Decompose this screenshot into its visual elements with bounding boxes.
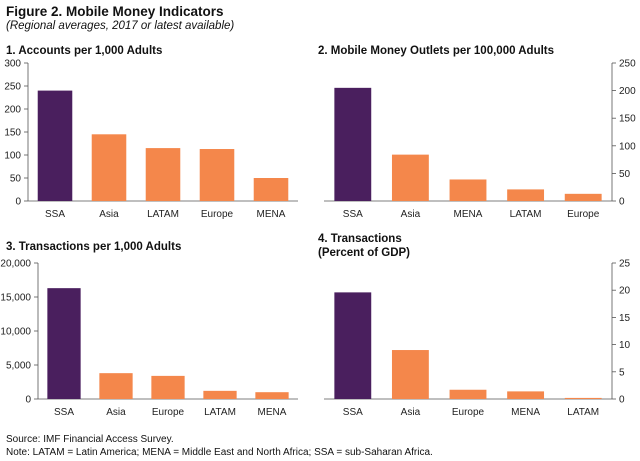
bar-ssa: [334, 87, 372, 201]
category-label: SSA: [343, 209, 363, 220]
y-tick-label: 300: [4, 59, 21, 70]
y-tick-label: 100: [619, 141, 636, 152]
y-tick-label: 0: [619, 197, 625, 208]
y-tick-label: 50: [10, 174, 22, 185]
bar-mena: [507, 391, 545, 399]
panel-2-title: 2. Mobile Money Outlets per 100,000 Adul…: [318, 45, 555, 57]
bar-ssa: [37, 90, 73, 201]
y-tick-label: 50: [619, 169, 631, 180]
category-label: SSA: [54, 407, 74, 418]
category-label: LATAM: [204, 407, 236, 418]
y-tick-label: 0: [25, 395, 31, 406]
y-tick-label: 200: [619, 86, 636, 97]
bar-ssa: [334, 292, 372, 399]
y-tick-label: 15,000: [0, 293, 31, 304]
y-tick-label: 100: [4, 151, 21, 162]
bar-europe: [151, 375, 185, 399]
y-tick-label: 150: [619, 114, 636, 125]
bar-mena: [449, 179, 487, 201]
chart-panel-4: 0 5 10 15 20 25 SSA Asia Europe MENA LATAM: [324, 259, 631, 418]
figure-subtitle: (Regional averages, 2017 or latest avail…: [6, 20, 235, 32]
bar-asia: [391, 154, 429, 201]
bar-asia: [91, 134, 127, 201]
category-label: Europe: [152, 407, 185, 418]
category-label: Europe: [452, 407, 485, 418]
panel-4-title-line2: (Percent of GDP): [318, 247, 411, 259]
bar-ssa: [47, 288, 81, 399]
y-tick-label: 250: [4, 82, 21, 93]
bar-asia: [391, 350, 429, 399]
panel-4-title: 4. Transactions: [318, 233, 402, 245]
y-tick-label: 200: [4, 105, 21, 116]
bar-asia: [99, 373, 133, 399]
y-tick-label: 5: [619, 367, 625, 378]
bar-latam: [203, 390, 237, 399]
category-label: LATAM: [147, 209, 179, 220]
category-label: SSA: [45, 209, 65, 220]
panel-3-title: 3. Transactions per 1,000 Adults: [6, 241, 182, 253]
category-label: Asia: [401, 407, 421, 418]
category-label: MENA: [511, 407, 540, 418]
bar-mena: [255, 392, 289, 399]
category-label: Europe: [201, 209, 234, 220]
figure-title: Figure 2. Mobile Money Indicators: [6, 4, 224, 19]
bar-latam: [564, 397, 602, 399]
bar-europe: [199, 149, 235, 201]
category-label: SSA: [343, 407, 363, 418]
bar-europe: [564, 193, 602, 201]
category-label: MENA: [454, 209, 483, 220]
bar-mena: [253, 178, 289, 201]
panel-1-title: 1. Accounts per 1,000 Adults: [6, 45, 163, 57]
chart-panel-1: 0 50 100 150 200 250 300 SSA Asia LATAM Europe MENA: [4, 59, 298, 220]
source-note: Source: IMF Financial Access Survey.: [6, 434, 174, 445]
bar-europe: [449, 389, 487, 399]
category-label: Asia: [401, 209, 421, 220]
y-tick-label: 10: [619, 340, 631, 351]
y-tick-label: 0: [619, 395, 625, 406]
category-label: LATAM: [567, 407, 599, 418]
y-tick-label: 15: [619, 313, 631, 324]
y-tick-label: 5,000: [6, 361, 31, 372]
category-label: Asia: [106, 407, 126, 418]
category-label: MENA: [257, 209, 286, 220]
chart-panel-2: 0 50 100 150 200 250 SSA Asia MENA LATAM Europe: [324, 59, 636, 220]
y-tick-label: 150: [4, 128, 21, 139]
category-label: Europe: [567, 209, 600, 220]
category-label: MENA: [258, 407, 287, 418]
bar-latam: [145, 148, 181, 201]
chart-panel-3: 0 5,000 10,000 15,000 20,000 SSA Asia Europe LAT…: [0, 259, 298, 418]
category-label: LATAM: [510, 209, 542, 220]
y-tick-label: 0: [15, 197, 21, 208]
y-tick-label: 250: [619, 59, 636, 70]
abbreviation-note: Note: LATAM = Latin America; MENA = Midd…: [6, 447, 433, 458]
category-label: Asia: [99, 209, 119, 220]
y-tick-label: 10,000: [0, 327, 31, 338]
bar-latam: [507, 189, 545, 201]
y-tick-label: 25: [619, 259, 631, 270]
y-tick-label: 20: [619, 286, 631, 297]
y-tick-label: 20,000: [0, 259, 31, 270]
